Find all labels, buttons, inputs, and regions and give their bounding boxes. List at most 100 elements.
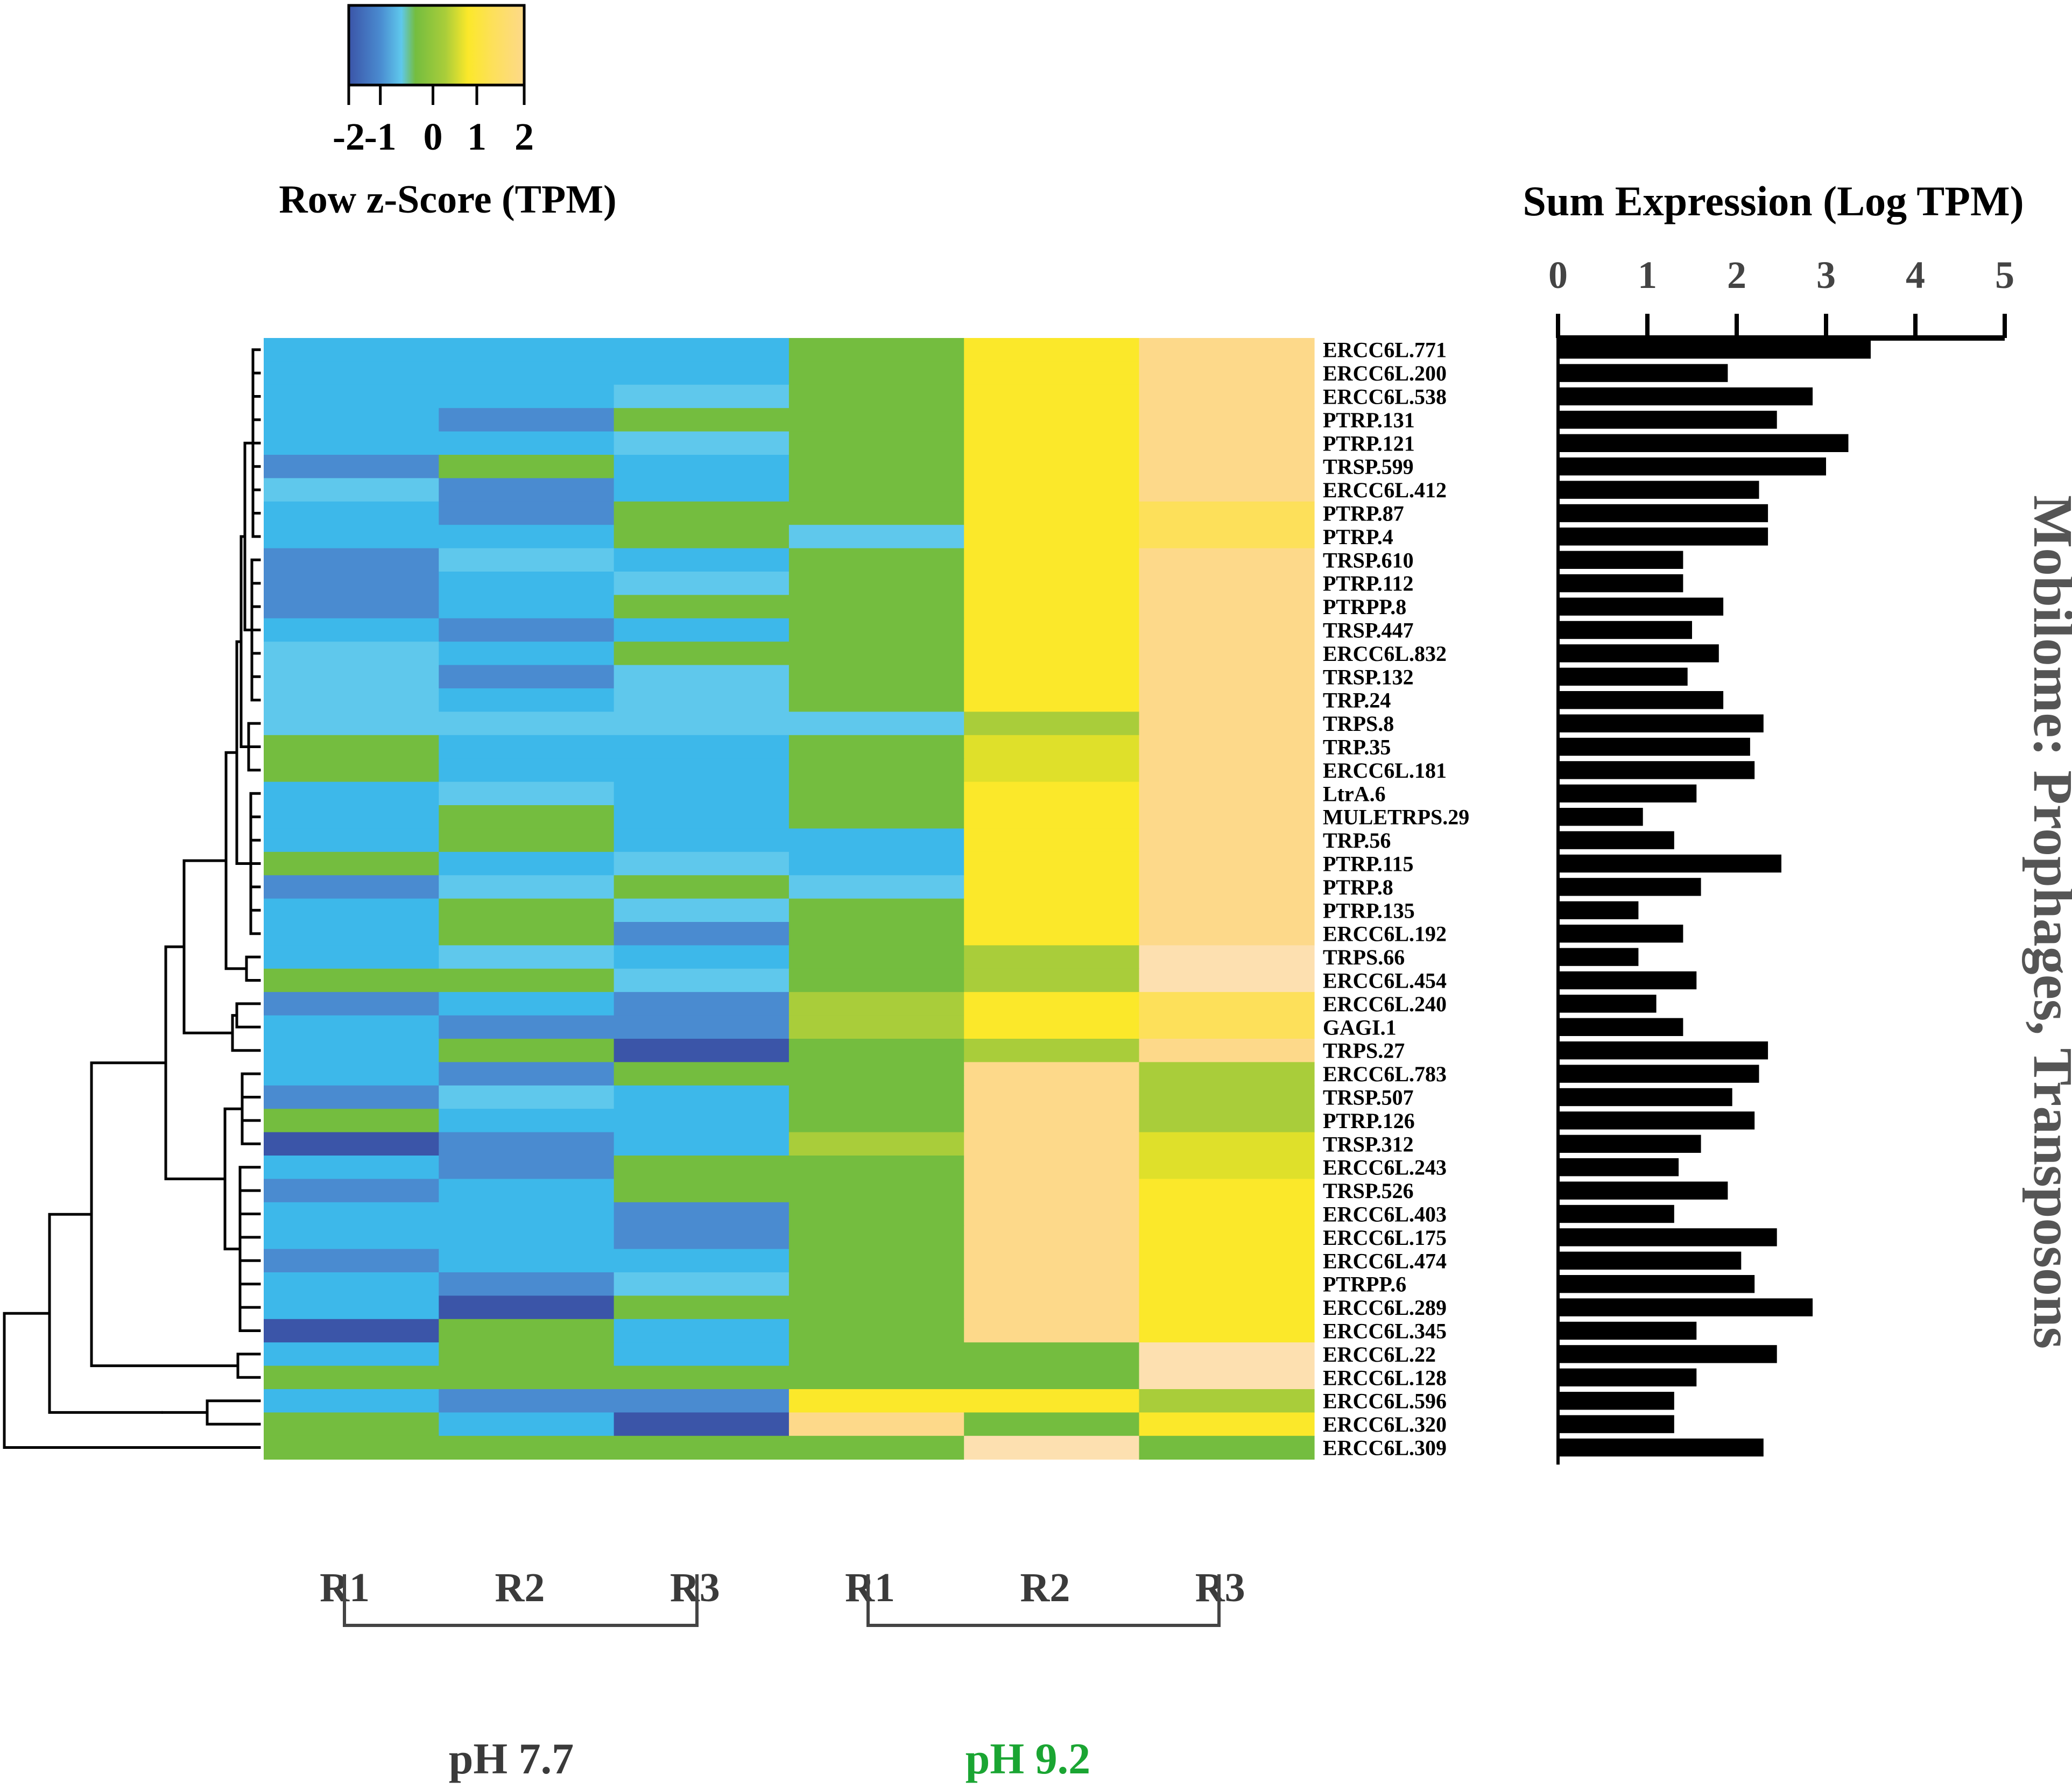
heatmap-cell: [614, 968, 790, 992]
row-label: TRP.56: [1323, 828, 1391, 853]
heatmap-cell: [964, 408, 1140, 432]
heatmap-cell: [1139, 572, 1315, 596]
row-label: MULETRPS.29: [1323, 805, 1469, 829]
heatmap-cell: [964, 1365, 1140, 1390]
heatmap-cell: [439, 595, 615, 619]
heatmap-cell: [1139, 712, 1315, 736]
heatmap-cell: [1139, 922, 1315, 946]
heatmap-cell: [439, 1085, 615, 1109]
heatmap-cell: [1139, 1156, 1315, 1180]
heatmap-cell: [1139, 1109, 1315, 1133]
heatmap-cell: [788, 548, 964, 572]
bar: [1558, 995, 1657, 1013]
heatmap-cell: [439, 828, 615, 853]
heatmap-cell: [1139, 1365, 1315, 1390]
bar: [1558, 714, 1764, 732]
heatmap-cell: [264, 828, 440, 853]
heatmap: [264, 338, 1315, 1460]
bar: [1558, 1392, 1674, 1410]
bar: [1558, 1228, 1777, 1246]
row-labels: ERCC6L.771ERCC6L.200ERCC6L.538PTRP.131PT…: [1323, 338, 1469, 1460]
dendrogram-branch: [247, 722, 261, 772]
heatmap-cell: [439, 1202, 615, 1226]
heatmap-cell: [439, 968, 615, 992]
heatmap-cell: [614, 501, 790, 525]
dendrogram-branch: [245, 955, 261, 982]
heatmap-cell: [788, 665, 964, 689]
heatmap-cell: [614, 1272, 790, 1297]
heatmap-cell: [964, 1085, 1140, 1109]
heatmap-cell: [264, 642, 440, 666]
bar: [1558, 341, 1871, 359]
dendrogram-branch: [250, 558, 261, 702]
heatmap-cell: [264, 735, 440, 759]
heatmap-cell: [264, 898, 440, 922]
heatmap-cell: [964, 922, 1140, 946]
heatmap-cell: [964, 688, 1140, 713]
row-label: PTRP.87: [1323, 502, 1404, 526]
heatmap-cell: [439, 572, 615, 596]
heatmap-cell: [788, 1295, 964, 1320]
heatmap-cell: [614, 735, 790, 759]
heatmap-cell: [788, 898, 964, 922]
heatmap-cell: [1139, 338, 1315, 362]
heatmap-cell: [439, 992, 615, 1016]
heatmap-cell: [614, 1389, 790, 1413]
bar: [1558, 481, 1759, 499]
row-label: LtrA.6: [1323, 781, 1386, 806]
heatmap-cell: [439, 384, 615, 408]
heatmap-cell: [964, 851, 1140, 876]
heatmap-cell: [614, 595, 790, 619]
row-label: PTRP.126: [1323, 1109, 1415, 1133]
bar: [1558, 901, 1639, 919]
heatmap-cell: [264, 1156, 440, 1180]
column-labels: R1 R2 R3 R1 R2 R3: [320, 1565, 1245, 1610]
heatmap-cell: [614, 572, 790, 596]
heatmap-cell: [1139, 1435, 1315, 1460]
heatmap-cell: [439, 1295, 615, 1320]
heatmap-cell: [264, 1319, 440, 1343]
heatmap-cell: [264, 1039, 440, 1063]
row-label: TRSP.599: [1323, 455, 1414, 479]
heatmap-cell: [1139, 665, 1315, 689]
heatmap-cell: [788, 1085, 964, 1109]
heatmap-cell: [439, 1389, 615, 1413]
heatmap-cell: [614, 1085, 790, 1109]
heatmap-cell: [439, 805, 615, 829]
heatmap-cell: [788, 875, 964, 899]
bar: [1558, 1438, 1764, 1457]
bar: [1558, 691, 1724, 709]
heatmap-cell: [439, 1342, 615, 1367]
heatmap-cell: [788, 1039, 964, 1063]
bar: [1558, 831, 1674, 849]
bar: [1558, 1018, 1683, 1036]
heatmap-cell: [788, 851, 964, 876]
heatmap-cell: [614, 1365, 790, 1390]
bar: [1558, 1135, 1701, 1153]
bar: [1558, 527, 1768, 546]
column-label: R1: [845, 1565, 895, 1610]
heatmap-cell: [439, 1132, 615, 1156]
heatmap-cell: [964, 1202, 1140, 1226]
heatmap-cell: [439, 361, 615, 385]
row-label: ERCC6L.474: [1323, 1249, 1447, 1273]
heatmap-cell: [964, 1132, 1140, 1156]
heatmap-cell: [1139, 431, 1315, 455]
heatmap-cell: [964, 665, 1140, 689]
heatmap-cell: [788, 572, 964, 596]
heatmap-cell: [614, 1295, 790, 1320]
dendrogram-branch: [249, 792, 261, 935]
bar: [1558, 1181, 1728, 1200]
heatmap-cell: [1139, 1225, 1315, 1250]
bar: [1558, 1415, 1674, 1433]
heatmap-cell: [614, 431, 790, 455]
dendrogram-branch: [3, 1312, 261, 1449]
heatmap-cell: [788, 455, 964, 479]
heatmap-cell: [614, 548, 790, 572]
heatmap-cell: [264, 688, 440, 713]
heatmap-cell: [264, 1249, 440, 1273]
row-label: ERCC6L.240: [1323, 992, 1447, 1016]
heatmap-cell: [614, 1015, 790, 1039]
heatmap-cell: [964, 361, 1140, 385]
heatmap-cell: [614, 781, 790, 806]
